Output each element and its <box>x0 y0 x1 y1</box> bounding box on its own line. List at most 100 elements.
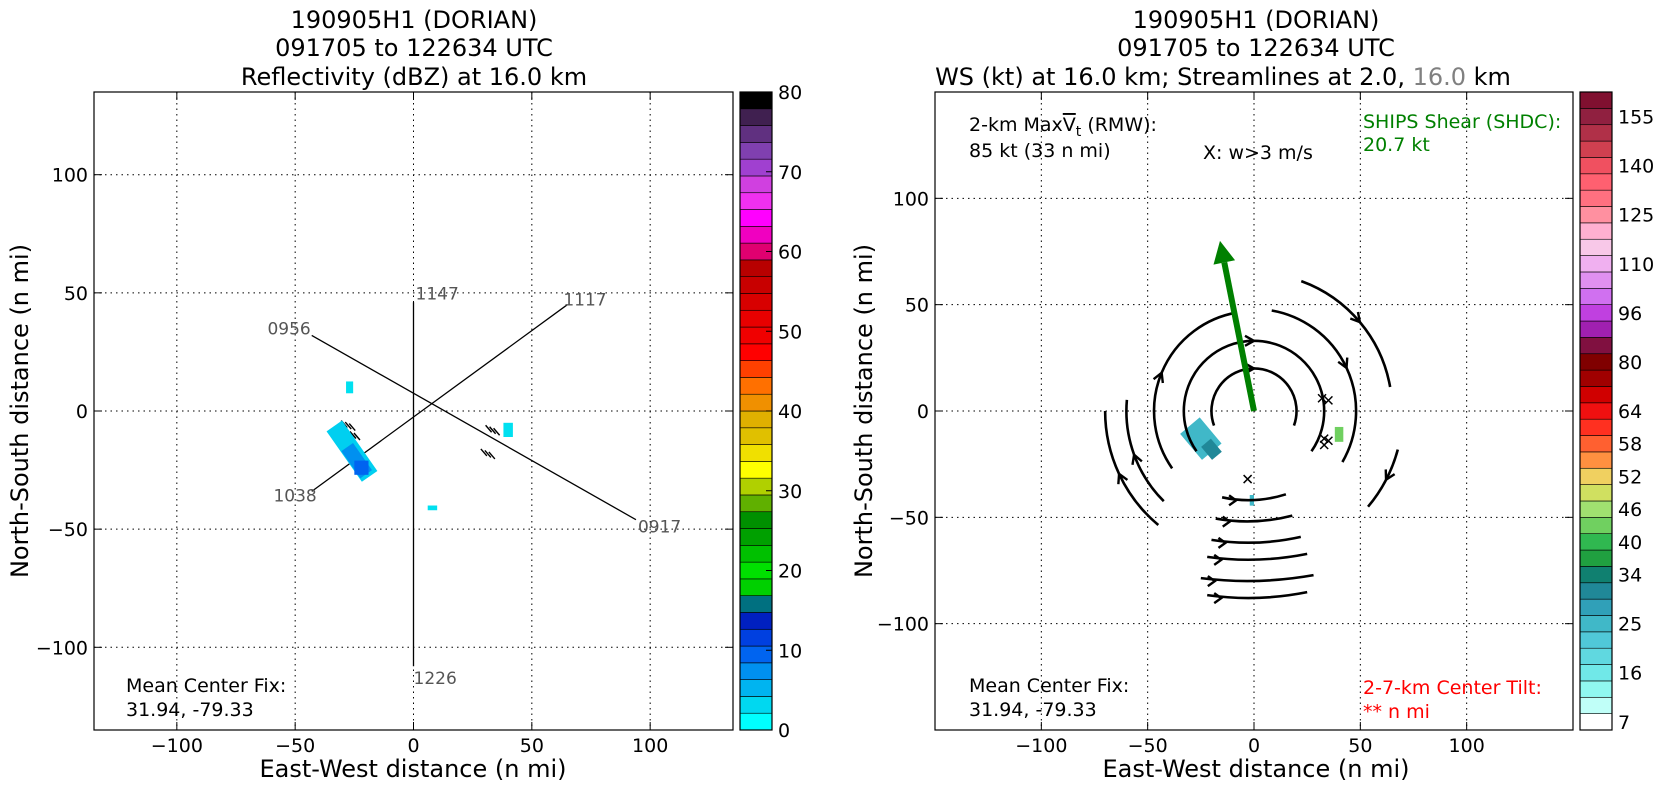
p1-wind-barb <box>493 427 501 436</box>
p2-colorbar-cell <box>1579 238 1613 256</box>
p1-track-label: 0917 <box>638 518 681 538</box>
p1-colorbar-cell <box>739 679 773 697</box>
p2-colorbar-cell <box>1579 713 1613 731</box>
p2-vt-label: 2-km MaxVt (RMW): <box>969 114 1157 140</box>
p1-echo <box>503 422 513 438</box>
p1-wind-barb <box>348 423 356 431</box>
p1-colorbar-cell <box>739 410 773 429</box>
p1-colorbar-label: 70 <box>778 162 802 184</box>
p2-colorbar-cell <box>1579 402 1613 420</box>
p2-title-line2: 091705 to 122634 UTC <box>1117 34 1395 62</box>
p2-colorbar-label: 64 <box>1618 401 1642 423</box>
p1-colorbar-cell <box>739 91 773 110</box>
p2-title-line3-highlight: 16.0 <box>1413 63 1466 91</box>
p1-colorbar-cell <box>739 226 773 244</box>
p1-ytick-label: −100 <box>36 637 88 659</box>
p1-title-line3: Reflectivity (dBZ) at 16.0 km <box>241 63 587 91</box>
p1-ytick-label: −50 <box>48 519 88 541</box>
p2-colorbar-label: 7 <box>1618 712 1630 734</box>
p2-tilt-value: ** n mi <box>1363 701 1430 723</box>
p1-track-label: 1226 <box>414 669 457 689</box>
p2-streamline <box>1300 279 1392 388</box>
p1-wind-barb <box>488 451 496 460</box>
p2-colorbar-label: 25 <box>1618 614 1642 636</box>
p1-wind-barb <box>353 432 361 441</box>
p1-flight-tracks: 1147 1117 0956 1038 0917 1226 <box>267 284 681 689</box>
p2-title-line1: 190905H1 (DORIAN) <box>1133 6 1380 34</box>
p1-center-fix-label: Mean Center Fix: <box>126 675 286 697</box>
p2-colorbar-cell <box>1579 500 1613 518</box>
p1-reflectivity-echoes <box>326 381 513 511</box>
p1-track-line <box>311 334 637 521</box>
wind-speed-panel: 190905H1 (DORIAN) 091705 to 122634 UTC W… <box>850 6 1654 783</box>
p1-colorbar-cell <box>739 528 773 546</box>
p1-xtick-label: 0 <box>407 735 419 757</box>
reflectivity-panel: 190905H1 (DORIAN) 091705 to 122634 UTC R… <box>6 6 802 783</box>
p1-colorbar-cell <box>739 494 773 513</box>
p2-streamline <box>1215 514 1293 523</box>
p1-colorbar-cell <box>739 712 773 731</box>
p2-colorbar-cell <box>1579 549 1613 567</box>
p1-xtick-label: 50 <box>520 735 544 757</box>
p2-xlabel: East-West distance (n mi) <box>1102 755 1409 783</box>
p1-colorbar-label: 0 <box>778 720 790 742</box>
p2-colorbar-cell <box>1579 271 1613 289</box>
p2-colorbar-cell <box>1579 484 1613 502</box>
p2-streamline <box>1103 410 1160 527</box>
p2-streamline <box>1207 552 1308 562</box>
p1-colorbar-cell <box>739 125 773 143</box>
p1-colorbar-cell <box>739 377 773 395</box>
p2-streamline-arrow <box>1244 334 1257 347</box>
p2-tilt-label: 2-7-km Center Tilt: <box>1363 677 1542 699</box>
p1-colorbar-cell <box>739 545 773 563</box>
p2-vt-suffix: (RMW): <box>1081 114 1157 136</box>
p2-streamline-arrow <box>1349 311 1362 325</box>
p2-ytick-label: −100 <box>877 614 929 636</box>
p2-colorbar-cell <box>1579 288 1613 305</box>
p1-center-fix-value: 31.94, -79.33 <box>126 699 254 721</box>
p2-colorbar-cell <box>1579 615 1613 633</box>
p2-colorbar-cell <box>1579 517 1613 534</box>
p1-colorbar-label: 20 <box>778 561 802 583</box>
p2-colorbar-cell <box>1579 598 1613 616</box>
p2-xtick-label: 50 <box>1348 735 1372 757</box>
p1-colorbar-label: 80 <box>778 82 802 104</box>
p1-colorbar-label: 60 <box>778 242 802 264</box>
p1-ytick-label: 50 <box>64 283 88 305</box>
p2-colorbar-label: 34 <box>1618 565 1642 587</box>
p2-colorbar-label: 46 <box>1618 499 1642 521</box>
p1-colorbar-cell <box>739 108 773 126</box>
p2-streamline-arrow <box>1117 471 1129 485</box>
p2-colorbar-label: 16 <box>1618 663 1642 685</box>
p1-track-label: 1147 <box>416 284 459 304</box>
p2-streamline-arrow <box>1213 592 1224 605</box>
p2-center-fix-value: 31.94, -79.33 <box>969 699 1097 721</box>
p2-shear-label: SHIPS Shear (SHDC): <box>1363 111 1561 133</box>
p1-colorbar-cell <box>739 158 773 177</box>
p2-colorbar-cell <box>1579 435 1613 453</box>
p1-colorbar-label: 30 <box>778 481 802 503</box>
p1-ylabel: North-South distance (n mi) <box>6 244 34 578</box>
p1-wind-barb <box>489 426 497 435</box>
p1-colorbar-cell <box>739 595 773 613</box>
p1-track-label: 1038 <box>273 486 316 506</box>
p1-wind-barb <box>480 448 488 457</box>
p1-colorbar-label: 40 <box>778 401 802 423</box>
p2-colorbar-label: 155 <box>1618 107 1654 129</box>
p2-vt-sub: t <box>1076 124 1082 140</box>
p2-colorbar-cell <box>1579 451 1613 469</box>
p1-colorbar-label: 10 <box>778 640 802 662</box>
p2-ytick-label: 0 <box>917 401 929 423</box>
p2-streamline <box>1221 493 1287 502</box>
p2-ticks: −100 −50 0 50 100 −100 −50 0 50 100 <box>877 92 1573 757</box>
p1-colorbar-cell <box>739 461 773 479</box>
p1-colorbar-cell <box>739 612 773 630</box>
p1-ticks: −100 −50 0 50 100 −100 −50 0 50 100 <box>36 92 733 757</box>
p2-echo <box>1201 438 1222 460</box>
p2-streamline <box>1200 573 1314 583</box>
p2-colorbar-label: 40 <box>1618 532 1642 554</box>
p1-colorbar-cell <box>739 209 773 227</box>
p2-colorbar-label: 96 <box>1618 303 1642 325</box>
p1-echo <box>427 505 438 511</box>
p1-wind-barb <box>349 431 357 439</box>
